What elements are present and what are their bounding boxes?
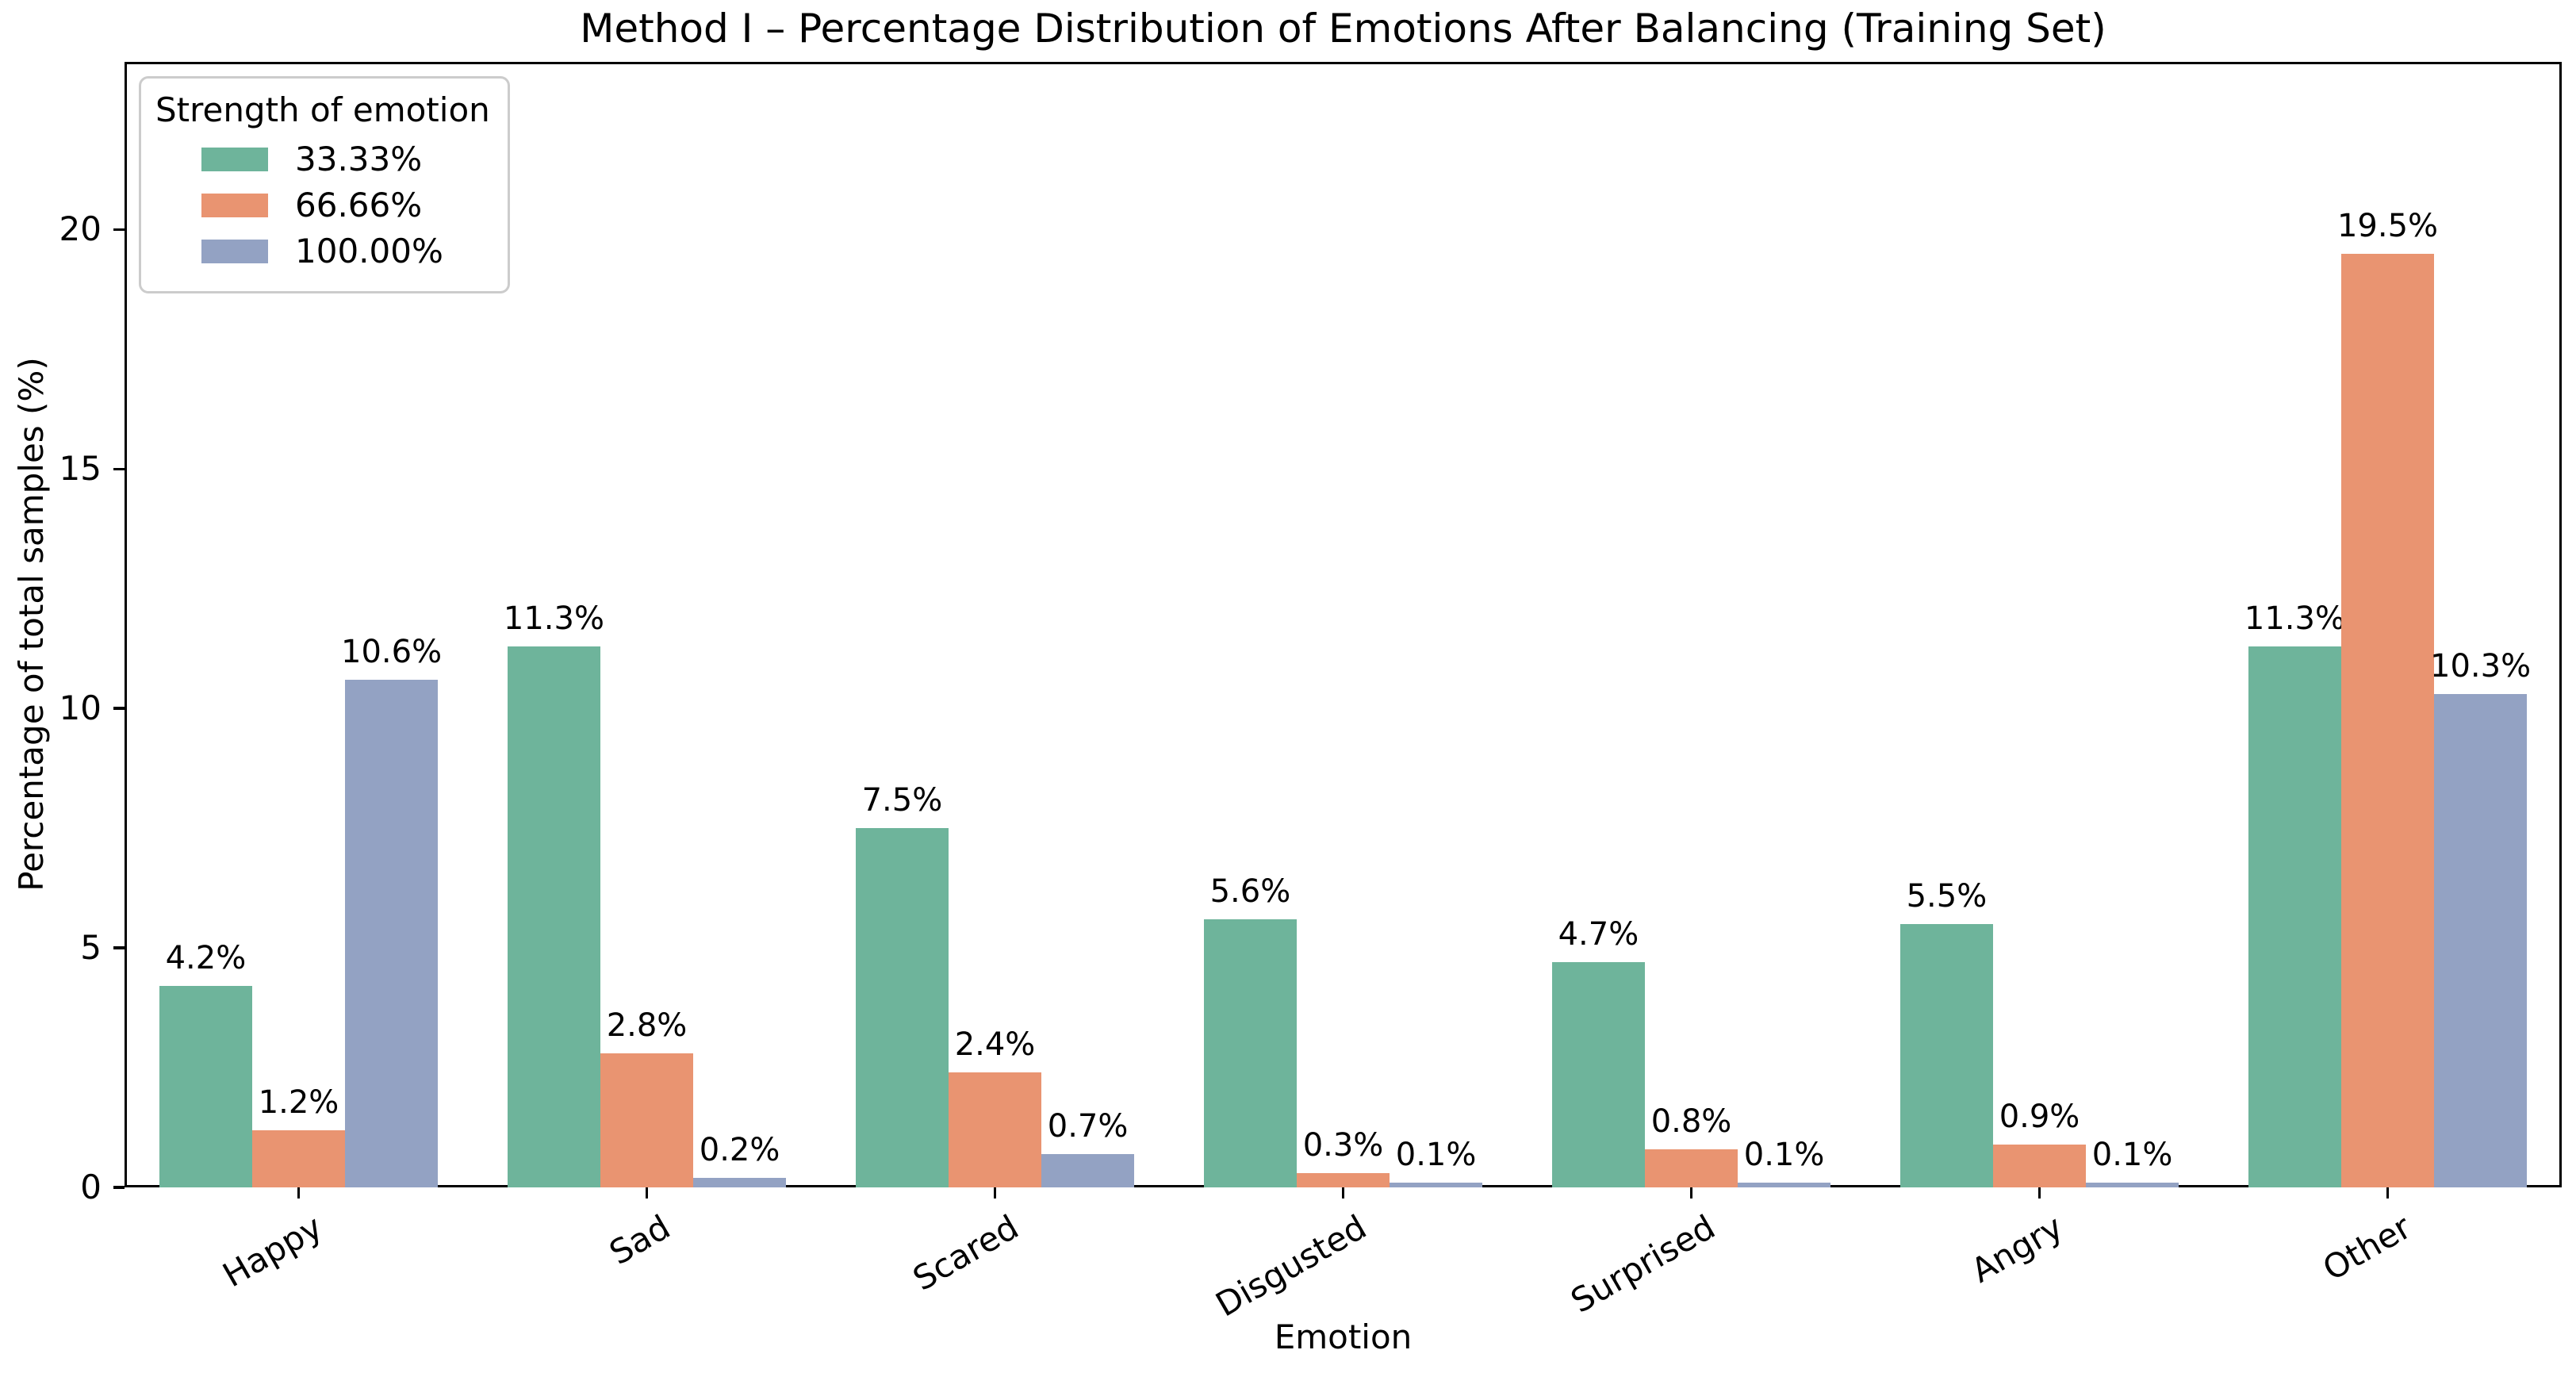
x-tick-label: Surprised bbox=[1564, 1207, 1722, 1321]
y-tick-label: 20 bbox=[59, 209, 102, 249]
bar-value-label: 0.1% bbox=[2091, 1136, 2173, 1173]
y-tick-label: 10 bbox=[59, 688, 102, 728]
bar-angry-33.33% bbox=[1899, 923, 1993, 1187]
bar-value-label: 0.1% bbox=[1743, 1136, 1825, 1173]
x-tick-label: Happy bbox=[216, 1207, 329, 1295]
x-tick-label: Other bbox=[2316, 1207, 2418, 1289]
y-axis-label: Percentage of total samples (%) bbox=[12, 357, 51, 892]
bar-value-label: 10.6% bbox=[341, 633, 443, 670]
bar-scared-33.33% bbox=[855, 828, 949, 1187]
legend-swatch bbox=[201, 240, 268, 263]
bar-value-label: 0.2% bbox=[699, 1131, 780, 1168]
bar-disgusted-100.00% bbox=[1390, 1182, 1483, 1187]
bar-value-label: 19.5% bbox=[2336, 207, 2439, 244]
bar-disgusted-33.33% bbox=[1203, 919, 1297, 1187]
bar-value-label: 0.9% bbox=[1999, 1098, 2080, 1135]
bar-value-label: 0.8% bbox=[1650, 1103, 1732, 1140]
x-tick-label: Sad bbox=[603, 1207, 677, 1273]
legend-swatch bbox=[201, 194, 268, 217]
y-tick-mark bbox=[113, 1186, 125, 1189]
bar-value-label: 11.3% bbox=[503, 600, 604, 637]
legend-entry: 33.33% bbox=[201, 140, 490, 178]
y-tick-mark bbox=[113, 228, 125, 232]
chart-title: Method I – Percentage Distribution of Em… bbox=[580, 6, 2106, 52]
bar-other-33.33% bbox=[2248, 646, 2341, 1187]
x-tick-mark bbox=[645, 1187, 649, 1198]
bar-value-label: 4.7% bbox=[1558, 916, 1639, 953]
y-tick-mark bbox=[113, 467, 125, 470]
legend-entry-label: 100.00% bbox=[295, 232, 443, 270]
bar-sad-100.00% bbox=[693, 1177, 787, 1187]
y-tick-mark bbox=[113, 946, 125, 949]
bar-value-label: 11.3% bbox=[2244, 600, 2345, 637]
bar-other-100.00% bbox=[2434, 694, 2528, 1187]
legend-swatch bbox=[201, 148, 268, 171]
bar-surprised-100.00% bbox=[1738, 1182, 1831, 1187]
x-tick-label: Disgusted bbox=[1209, 1207, 1374, 1325]
x-tick-label: Angry bbox=[1965, 1207, 2070, 1291]
legend-entry-label: 33.33% bbox=[295, 140, 423, 178]
bar-happy-100.00% bbox=[345, 679, 439, 1187]
x-tick-mark bbox=[1689, 1187, 1693, 1198]
bar-value-label: 7.5% bbox=[861, 782, 943, 819]
bar-value-label: 4.2% bbox=[165, 940, 247, 977]
bar-value-label: 0.1% bbox=[1395, 1136, 1477, 1173]
y-tick-label: 15 bbox=[59, 449, 102, 489]
bar-scared-100.00% bbox=[1041, 1153, 1135, 1187]
bar-surprised-66.66% bbox=[1644, 1149, 1738, 1187]
bar-value-label: 2.4% bbox=[954, 1026, 1036, 1064]
x-tick-label: Scared bbox=[906, 1207, 1025, 1298]
y-tick-label: 0 bbox=[80, 1168, 102, 1206]
x-tick-mark bbox=[2037, 1187, 2041, 1198]
bar-happy-33.33% bbox=[159, 986, 252, 1187]
bar-value-label: 0.7% bbox=[1047, 1107, 1129, 1145]
x-axis-label: Emotion bbox=[1274, 1317, 1413, 1356]
legend-entry-label: 66.66% bbox=[295, 186, 423, 224]
bar-surprised-33.33% bbox=[1551, 962, 1645, 1187]
legend-title: Strength of emotion bbox=[155, 90, 490, 129]
bar-angry-66.66% bbox=[1992, 1144, 2087, 1187]
bar-value-label: 5.6% bbox=[1209, 873, 1291, 910]
bar-disgusted-66.66% bbox=[1296, 1172, 1390, 1187]
legend-entry: 66.66% bbox=[201, 186, 490, 224]
bar-happy-66.66% bbox=[251, 1129, 346, 1187]
bar-value-label: 0.3% bbox=[1302, 1126, 1384, 1164]
legend-entry: 100.00% bbox=[201, 232, 490, 270]
y-tick-label: 5 bbox=[80, 928, 102, 968]
bar-scared-66.66% bbox=[948, 1072, 1042, 1187]
y-tick-mark bbox=[113, 707, 125, 710]
legend: Strength of emotion 33.33% 66.66% 100.00% bbox=[139, 76, 510, 293]
bar-value-label: 10.3% bbox=[2430, 648, 2532, 685]
legend-entries: 33.33% 66.66% 100.00% bbox=[155, 140, 490, 270]
bar-value-label: 5.5% bbox=[1906, 877, 1988, 915]
bar-value-label: 2.8% bbox=[606, 1007, 688, 1044]
bar-other-66.66% bbox=[2340, 253, 2435, 1187]
bar-angry-100.00% bbox=[2086, 1182, 2179, 1187]
x-tick-mark bbox=[1341, 1187, 1345, 1198]
bar-sad-66.66% bbox=[600, 1053, 694, 1187]
bar-sad-33.33% bbox=[507, 646, 600, 1187]
x-tick-mark bbox=[297, 1187, 301, 1198]
x-tick-mark bbox=[2386, 1187, 2390, 1198]
bar-value-label: 1.2% bbox=[258, 1083, 339, 1121]
x-tick-mark bbox=[993, 1187, 997, 1198]
